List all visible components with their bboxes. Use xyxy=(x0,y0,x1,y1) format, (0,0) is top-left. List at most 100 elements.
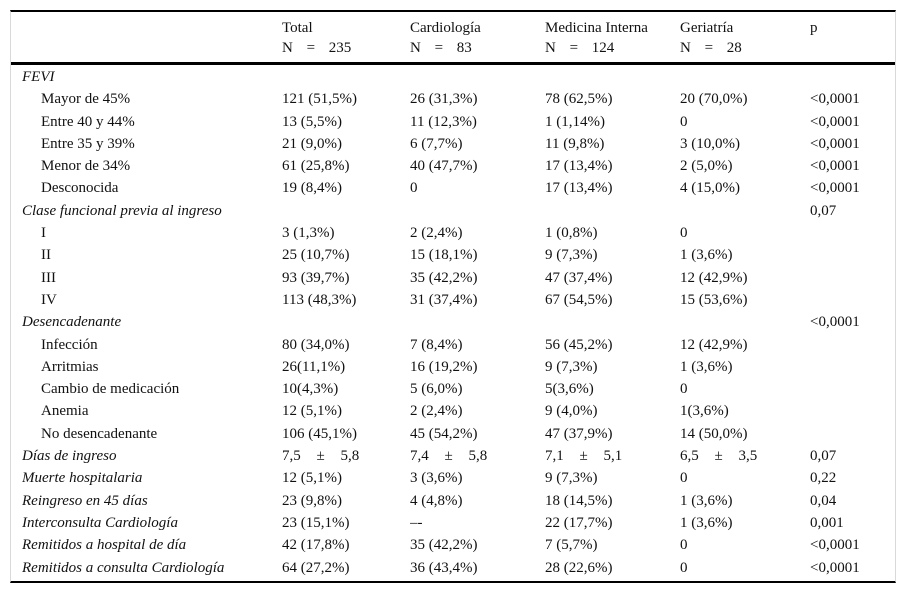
p-value-cell: <0,0001 xyxy=(810,180,860,197)
data-cell: 15 (18,1%) xyxy=(410,247,478,264)
row-label: IV xyxy=(41,291,57,308)
data-cell: 7 (5,7%) xyxy=(545,537,598,554)
data-cell: 56 (45,2%) xyxy=(545,336,613,353)
table-row: Arritmias 26(11,1%) 16 (19,2%) 9 (7,3%) 1 (3… xyxy=(11,356,895,378)
data-cell: 4 (4,8%) xyxy=(410,492,463,509)
row-label: Mayor de 45% xyxy=(41,91,131,108)
data-cell: 12 (42,9%) xyxy=(680,336,748,353)
column-n: N = 124 xyxy=(545,40,615,56)
row-label: Reingreso en 45 días xyxy=(22,492,148,509)
column-n: N = 28 xyxy=(680,40,742,56)
data-cell: 36 (43,4%) xyxy=(410,559,478,576)
table-row: Remitidos a consulta Cardiología 64 (27,2… xyxy=(11,557,895,579)
data-cell: 7,1 ± 5,1 xyxy=(545,448,623,465)
table-row: Reingreso en 45 días 23 (9,8%) 4 (4,8%) 18 … xyxy=(11,490,895,512)
data-cell: 6,5 ± 3,5 xyxy=(680,448,758,465)
table-body: FEVI Mayor de 45% 121 (51,5%) 26 (31,3%) 78 … xyxy=(11,65,895,581)
data-cell: 7,4 ± 5,8 xyxy=(410,448,488,465)
data-cell: 9 (4,0%) xyxy=(545,403,598,420)
column-header-geriatria: Geriatría N = 28 xyxy=(680,19,810,59)
row-label: Desencadenante xyxy=(22,314,122,331)
p-value-cell: <0,0001 xyxy=(810,559,860,576)
data-cell: 12 (42,9%) xyxy=(680,269,748,286)
column-title: Total xyxy=(282,20,313,36)
data-cell: 0 xyxy=(680,559,688,576)
column-n: N = 83 xyxy=(410,40,472,56)
data-cell: 106 (45,1%) xyxy=(282,425,357,442)
data-cell: 9 (7,3%) xyxy=(545,247,598,264)
table-row: FEVI xyxy=(11,66,895,88)
data-cell: 1 (3,6%) xyxy=(680,358,733,375)
row-label: Entre 35 y 39% xyxy=(41,135,135,152)
data-cell: 28 (22,6%) xyxy=(545,559,613,576)
data-cell: 26 (31,3%) xyxy=(410,91,478,108)
data-cell: 78 (62,5%) xyxy=(545,91,613,108)
table-row: Remitidos a hospital de día 42 (17,8%) 35 … xyxy=(11,534,895,556)
data-cell: 2 (5,0%) xyxy=(680,158,733,175)
data-cell: 5 (6,0%) xyxy=(410,381,463,398)
data-cell: 1 (0,8%) xyxy=(545,225,598,242)
data-cell: 9 (7,3%) xyxy=(545,470,598,487)
table-row: Interconsulta Cardiología 23 (15,1%) –- 22 … xyxy=(11,512,895,534)
row-label: Infección xyxy=(41,336,98,353)
data-cell: –- xyxy=(410,514,423,531)
data-cell: 1 (3,6%) xyxy=(680,247,733,264)
p-value-cell: 0,001 xyxy=(810,514,844,531)
data-cell: 5(3,6%) xyxy=(545,381,594,398)
data-cell: 18 (14,5%) xyxy=(545,492,613,509)
data-cell: 113 (48,3%) xyxy=(282,291,357,308)
table-row: Menor de 34% 61 (25,8%) 40 (47,7%) 17 (13,4… xyxy=(11,155,895,177)
row-label: Menor de 34% xyxy=(41,158,131,175)
p-value-cell: <0,0001 xyxy=(810,314,860,331)
column-header-medicina-interna: Medicina Interna N = 124 xyxy=(545,19,680,59)
table-row: No desencadenante 106 (45,1%) 45 (54,2%) 47… xyxy=(11,423,895,445)
row-label: Entre 40 y 44% xyxy=(41,113,135,130)
table-header-row: Total N = 235 Cardiología N = 83 Medicin… xyxy=(11,12,895,65)
data-cell: 20 (70,0%) xyxy=(680,91,748,108)
row-label: Cambio de medicación xyxy=(41,381,180,398)
row-label: Días de ingreso xyxy=(22,448,117,465)
data-cell: 47 (37,4%) xyxy=(545,269,613,286)
data-cell: 23 (9,8%) xyxy=(282,492,342,509)
data-cell: 26(11,1%) xyxy=(282,358,346,375)
row-label: III xyxy=(41,269,56,286)
data-cell: 0 xyxy=(680,470,688,487)
data-cell: 0 xyxy=(680,225,688,242)
data-cell: 1 (3,6%) xyxy=(680,514,733,531)
p-value-cell: 0,04 xyxy=(810,492,837,509)
data-cell: 93 (39,7%) xyxy=(282,269,350,286)
column-header-cardiologia: Cardiología N = 83 xyxy=(410,19,545,59)
row-label: FEVI xyxy=(22,69,55,85)
data-cell: 42 (17,8%) xyxy=(282,537,350,554)
data-cell: 23 (15,1%) xyxy=(282,514,350,531)
data-cell: 121 (51,5%) xyxy=(282,91,357,108)
data-cell: 0 xyxy=(680,381,688,398)
data-cell: 17 (13,4%) xyxy=(545,180,613,197)
table-row: Desconocida 19 (8,4%) 0 17 (13,4%) 4 (15,0%)… xyxy=(11,177,895,199)
data-cell: 12 (5,1%) xyxy=(282,470,342,487)
data-cell: 17 (13,4%) xyxy=(545,158,613,175)
results-table: Total N = 235 Cardiología N = 83 Medicin… xyxy=(10,10,896,583)
column-title: Cardiología xyxy=(410,20,481,36)
p-value-cell: 0,07 xyxy=(810,448,837,465)
data-cell: 35 (42,2%) xyxy=(410,269,478,286)
data-cell: 0 xyxy=(680,537,688,554)
data-cell: 11 (12,3%) xyxy=(410,113,477,130)
row-label: Muerte hospitalaria xyxy=(22,470,143,487)
table-row: Infección 80 (34,0%) 7 (8,4%) 56 (45,2%) 12 … xyxy=(11,334,895,356)
column-header-total: Total N = 235 xyxy=(282,19,410,59)
data-cell: 1 (1,14%) xyxy=(545,113,605,130)
data-cell: 64 (27,2%) xyxy=(282,559,350,576)
row-label: Anemia xyxy=(41,403,89,420)
p-value-cell: <0,0001 xyxy=(810,537,860,554)
table-row: Mayor de 45% 121 (51,5%) 26 (31,3%) 78 (62,… xyxy=(11,88,895,110)
data-cell: 13 (5,5%) xyxy=(282,113,342,130)
data-cell: 12 (5,1%) xyxy=(282,403,342,420)
column-title: Medicina Interna xyxy=(545,20,648,36)
data-cell: 16 (19,2%) xyxy=(410,358,478,375)
row-label: Remitidos a consulta Cardiología xyxy=(22,559,225,576)
p-value-cell: <0,0001 xyxy=(810,91,860,108)
data-cell: 1 (3,6%) xyxy=(680,492,733,509)
table-row: Cambio de medicación 10(4,3%) 5 (6,0%) 5(3,… xyxy=(11,378,895,400)
